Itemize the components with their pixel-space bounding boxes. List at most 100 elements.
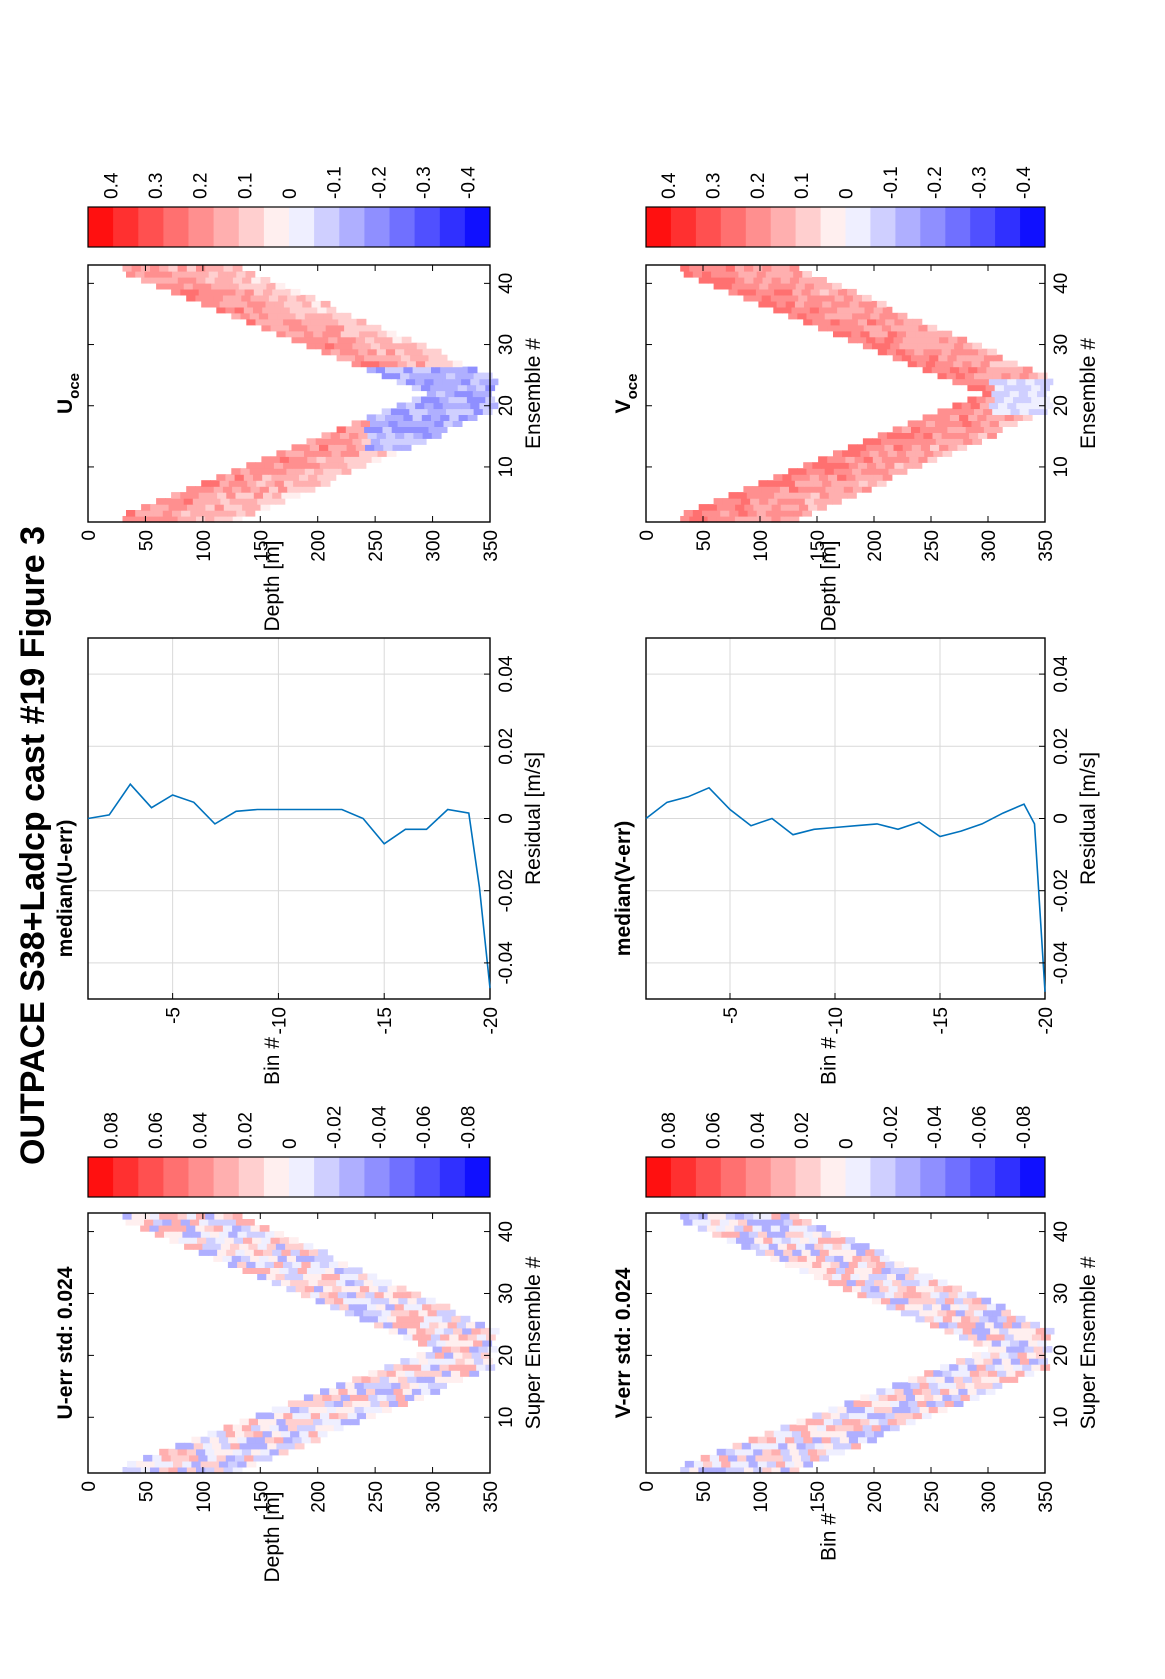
v-oce-cell: [825, 486, 836, 493]
v-oce-cell: [955, 372, 966, 380]
u-oce-cell: [150, 265, 160, 272]
u-err-cell: [334, 1297, 344, 1305]
u-oce-cell: [223, 516, 234, 523]
u-oce-cell: [397, 420, 408, 427]
u-err-cell: [267, 1442, 277, 1450]
v-oce-cell: [680, 516, 690, 523]
v-oce-cell: [783, 492, 793, 499]
u-oce-cell: [217, 510, 228, 517]
v-err-xtick-label: 10: [1051, 1407, 1072, 1428]
u-oce-cell: [321, 432, 332, 439]
v-oce-cell: [828, 492, 839, 499]
v-oce-cell: [1003, 396, 1014, 404]
u-oce-cell: [313, 330, 323, 338]
u-oce-cell: [464, 372, 475, 380]
v-err-cell: [771, 1213, 782, 1220]
u-err-cell: [354, 1279, 365, 1287]
v-oce-cell: [753, 265, 763, 272]
u-oce-cell: [376, 432, 387, 439]
v-oce-cell: [771, 265, 782, 272]
v-oce-colorbar-swatch: [945, 207, 971, 247]
u-err-cell: [292, 1261, 302, 1268]
u-oce-cell: [289, 306, 300, 314]
u-oce-cell: [274, 480, 285, 487]
u-oce-cell: [255, 462, 266, 469]
u-err-cell: [409, 1309, 419, 1317]
v-oce-cell: [801, 288, 812, 296]
u-err-cell: [460, 1315, 471, 1323]
v-oce-cell: [747, 510, 758, 517]
u-oce-colorbar-tick: 0: [280, 188, 301, 199]
u-oce-cell: [287, 294, 297, 302]
u-oce-cell: [374, 336, 384, 344]
v-err-cell: [903, 1412, 914, 1420]
v-err-cell: [845, 1267, 855, 1274]
u-oce-cell: [370, 438, 381, 445]
v-oce-cell: [933, 450, 943, 457]
v-oce-cell: [952, 378, 963, 386]
v-oce-cell: [894, 462, 905, 469]
v-err-cell: [801, 1219, 812, 1226]
v-oce-cell: [970, 402, 981, 410]
u-oce-cell: [421, 384, 431, 392]
u-oce-cell: [364, 426, 374, 433]
u-oce-cell: [241, 294, 252, 302]
v-err-cell: [823, 1273, 833, 1281]
u-oce-cell: [449, 366, 460, 374]
u-oce-cell: [279, 456, 290, 463]
v-oce-cell: [725, 516, 736, 523]
v-err-cell: [1024, 1346, 1035, 1353]
u-oce-cell: [451, 402, 462, 410]
v-oce-cell: [902, 336, 913, 344]
u-err-cell: [250, 1255, 260, 1262]
v-err-colorbar-swatch: [845, 1157, 871, 1197]
u-err-colorbar-swatch: [364, 1157, 390, 1197]
u-err-cell: [272, 1249, 282, 1256]
u-oce-cell: [341, 468, 352, 475]
u-err-cell: [140, 1225, 150, 1232]
v-err-cell: [997, 1346, 1007, 1353]
v-oce-cell: [932, 432, 943, 439]
v-err-cell: [944, 1376, 955, 1383]
u-err-cell: [416, 1327, 427, 1335]
v-err-cell: [890, 1424, 900, 1432]
v-err-cell: [903, 1291, 913, 1299]
v-oce-cell: [825, 294, 836, 302]
u-err-cell: [464, 1358, 475, 1365]
u-oce-cell: [385, 414, 395, 421]
u-err-cell: [368, 1370, 379, 1377]
u-oce-cell: [244, 492, 255, 499]
u-err-cell: [285, 1243, 295, 1250]
u-oce-cell: [430, 384, 440, 392]
v-err-cell: [850, 1243, 861, 1250]
v-err-cell: [748, 1231, 759, 1238]
u-oce-cell: [394, 414, 404, 421]
u-err-cell: [319, 1261, 330, 1268]
u-oce-cell: [298, 324, 308, 332]
u-oce-xlabel: Ensemble #: [522, 338, 545, 449]
v-err-cell: [1012, 1321, 1022, 1329]
v-oce-cell: [911, 444, 922, 451]
v-oce-cell: [774, 271, 785, 278]
v-oce-cell: [983, 354, 994, 362]
u-err-cell: [339, 1273, 350, 1281]
u-err-cell: [314, 1255, 325, 1262]
v-oce-cell: [818, 306, 829, 314]
u-oce-cell: [192, 282, 203, 290]
u-err-cell: [445, 1309, 456, 1317]
u-err-cell: [241, 1448, 252, 1456]
u-err-cell: [296, 1255, 306, 1262]
v-oce-cell: [817, 504, 827, 511]
v-oce-cell: [959, 366, 969, 374]
u-err-cell: [226, 1219, 237, 1226]
v-err-cell: [807, 1225, 817, 1232]
u-oce-cell: [281, 288, 292, 296]
v-oce-cell: [961, 402, 972, 410]
v-oce-cell: [995, 366, 1006, 374]
v-err-xtick-label: 20: [1051, 1345, 1072, 1366]
v-err-xtick-label: 30: [1051, 1283, 1072, 1304]
v-err-colorbar-swatch: [895, 1157, 921, 1197]
v-oce-cell: [808, 504, 818, 511]
u-oce-cell: [461, 378, 471, 386]
v-err-cell: [939, 1321, 949, 1329]
